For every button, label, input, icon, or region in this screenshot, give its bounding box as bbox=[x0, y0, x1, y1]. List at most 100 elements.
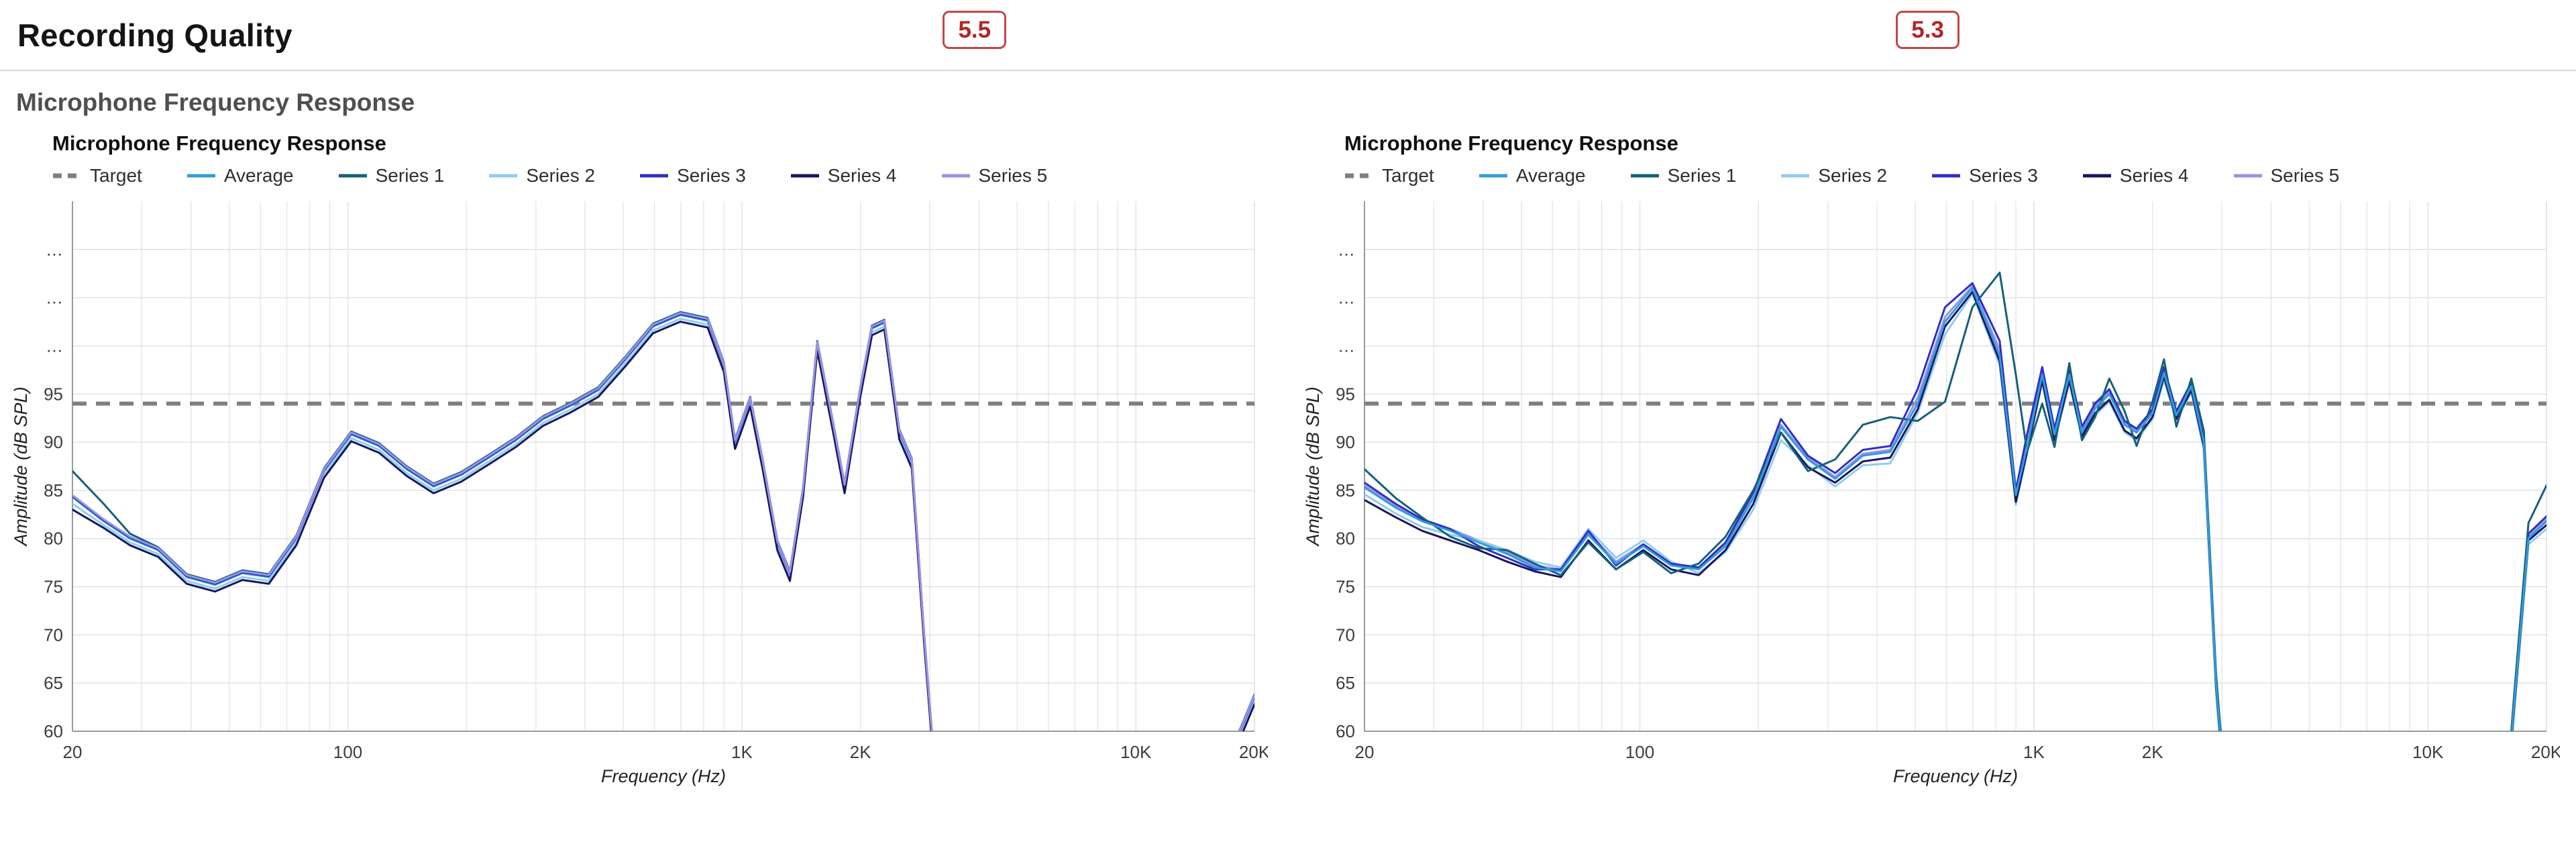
legend-swatch-series-2 bbox=[489, 174, 518, 178]
svg-text:2K: 2K bbox=[2142, 742, 2163, 762]
svg-text:20: 20 bbox=[63, 742, 83, 762]
svg-text:10K: 10K bbox=[1120, 742, 1152, 762]
legend-label: Average bbox=[1515, 165, 1586, 186]
legend-item-target[interactable]: Target bbox=[52, 165, 142, 187]
legend-swatch-series-1 bbox=[1630, 174, 1659, 178]
plot-grid bbox=[72, 201, 1255, 732]
plot-grid bbox=[1364, 201, 2547, 732]
svg-text:70: 70 bbox=[1336, 625, 1355, 645]
legend-item-series-2[interactable]: Series 2 bbox=[1780, 165, 1887, 187]
legend-label: Series 1 bbox=[375, 165, 445, 186]
series-line-series-3 bbox=[72, 313, 1254, 731]
svg-text:60: 60 bbox=[1336, 721, 1355, 741]
legend-label: Target bbox=[1382, 165, 1434, 186]
svg-text:…: … bbox=[46, 336, 63, 356]
svg-text:20K: 20K bbox=[1239, 742, 1268, 762]
legend-swatch-series-4 bbox=[790, 174, 819, 178]
legend-label: Series 2 bbox=[1818, 165, 1888, 186]
svg-text:100: 100 bbox=[1625, 742, 1654, 762]
section-title: Microphone Frequency Response bbox=[16, 89, 415, 116]
svg-text:90: 90 bbox=[1336, 432, 1355, 452]
svg-text:1K: 1K bbox=[731, 742, 753, 762]
svg-text:85: 85 bbox=[44, 480, 63, 500]
tick-labels: 60 65 70 75 80 85 90 95 … … … 20 100 1K 2K 10K 20K bbox=[44, 239, 1271, 762]
legend-item-average[interactable]: Average bbox=[186, 165, 294, 187]
svg-text:2K: 2K bbox=[850, 742, 871, 762]
svg-text:…: … bbox=[1338, 288, 1355, 308]
series-line-series-1 bbox=[1364, 271, 2546, 731]
legend-item-series-2[interactable]: Series 2 bbox=[488, 165, 595, 187]
svg-text:85: 85 bbox=[1336, 480, 1355, 500]
legend-item-target[interactable]: Target bbox=[1344, 165, 1434, 187]
series-line-series-1 bbox=[72, 311, 1254, 731]
legend-item-series-3[interactable]: Series 3 bbox=[639, 165, 746, 187]
page-header: Recording Quality 5.5 5.3 bbox=[0, 0, 2576, 71]
x-axis-label: Frequency (Hz) bbox=[1893, 766, 2018, 786]
legend-label: Average bbox=[223, 165, 294, 186]
plot-axes bbox=[1364, 201, 2546, 732]
legend-swatch-average bbox=[1479, 174, 1507, 178]
legend-swatch-series-3 bbox=[1932, 174, 1961, 178]
legend-item-series-5[interactable]: Series 5 bbox=[941, 165, 1048, 187]
legend-item-series-4[interactable]: Series 4 bbox=[790, 165, 897, 187]
series-line-average bbox=[1364, 286, 2546, 731]
series-line-series-5 bbox=[72, 312, 1254, 731]
legend-swatch-series-3 bbox=[640, 174, 669, 178]
svg-text:80: 80 bbox=[1336, 529, 1355, 549]
legend-swatch-series-1 bbox=[338, 174, 367, 178]
svg-text:75: 75 bbox=[1336, 577, 1355, 597]
page-title: Recording Quality bbox=[17, 17, 292, 53]
series-line-series-2 bbox=[72, 317, 1254, 731]
legend-label: Series 5 bbox=[978, 165, 1048, 186]
svg-text:10K: 10K bbox=[2412, 742, 2444, 762]
legend-item-series-1[interactable]: Series 1 bbox=[338, 165, 445, 187]
charts-row: Microphone Frequency Response Target Aver… bbox=[0, 122, 2576, 796]
legend-swatch-series-2 bbox=[1781, 174, 1810, 178]
svg-text:90: 90 bbox=[44, 432, 63, 452]
legend-swatch-series-4 bbox=[2082, 174, 2111, 178]
plot-axes bbox=[72, 201, 1254, 732]
svg-text:80: 80 bbox=[44, 529, 63, 549]
legend-label: Series 5 bbox=[2270, 165, 2340, 186]
svg-text:70: 70 bbox=[44, 625, 63, 645]
svg-text:…: … bbox=[1338, 239, 1355, 260]
score-badge-right: 5.3 bbox=[1896, 11, 1960, 49]
svg-text:65: 65 bbox=[44, 673, 63, 693]
svg-text:1K: 1K bbox=[2023, 742, 2045, 762]
legend-label: Target bbox=[90, 165, 142, 186]
legend-item-series-1[interactable]: Series 1 bbox=[1630, 165, 1737, 187]
svg-text:95: 95 bbox=[1336, 384, 1355, 404]
svg-text:60: 60 bbox=[44, 721, 63, 741]
chart-card-right: Microphone Frequency Response Target Aver… bbox=[1301, 122, 2567, 796]
chart-card-left: Microphone Frequency Response Target Aver… bbox=[9, 122, 1275, 796]
tick-labels: 60 65 70 75 80 85 90 95 … … … 20 100 1K 2K 10K 20K bbox=[1336, 239, 2563, 762]
svg-text:65: 65 bbox=[1336, 673, 1355, 693]
y-axis-label: Amplitude (dB SPL) bbox=[11, 386, 31, 547]
svg-text:20: 20 bbox=[1355, 742, 1375, 762]
y-axis-label: Amplitude (dB SPL) bbox=[1303, 386, 1323, 547]
legend-swatch-average bbox=[186, 174, 215, 178]
series-line-average bbox=[72, 314, 1254, 731]
legend-label: Series 2 bbox=[526, 165, 596, 186]
score-badge-left: 5.5 bbox=[943, 11, 1007, 49]
plot-holder: 60 65 70 75 80 85 90 95 … … … 20 100 1K 2K 10K 20K Freque… bbox=[9, 189, 1275, 796]
svg-text:75: 75 bbox=[44, 577, 63, 597]
series-line-series-4 bbox=[72, 321, 1254, 731]
plot-holder: 60 65 70 75 80 85 90 95 … … … 20 100 1K 2K 10K 20K Freque… bbox=[1301, 189, 2567, 796]
svg-text:…: … bbox=[1338, 336, 1355, 356]
svg-text:20K: 20K bbox=[2531, 742, 2560, 762]
legend-item-series-3[interactable]: Series 3 bbox=[1931, 165, 2038, 187]
x-axis-label: Frequency (Hz) bbox=[601, 766, 726, 786]
svg-text:…: … bbox=[46, 288, 63, 308]
legend-label: Series 4 bbox=[827, 165, 897, 186]
chart-legend: Target Average Series 1 Series 2 Series 3 Ser… bbox=[52, 165, 1275, 187]
legend-label: Series 1 bbox=[1667, 165, 1737, 186]
frequency-response-plot: 60 65 70 75 80 85 90 95 … … … 20 100 1K 2K 10K 20K Freque… bbox=[1303, 201, 2563, 786]
svg-text:…: … bbox=[46, 239, 63, 260]
svg-text:100: 100 bbox=[333, 742, 362, 762]
legend-item-series-5[interactable]: Series 5 bbox=[2233, 165, 2340, 187]
legend-label: Series 4 bbox=[2119, 165, 2189, 186]
legend-item-series-4[interactable]: Series 4 bbox=[2082, 165, 2189, 187]
legend-item-average[interactable]: Average bbox=[1479, 165, 1586, 187]
legend-swatch-target bbox=[53, 173, 81, 178]
